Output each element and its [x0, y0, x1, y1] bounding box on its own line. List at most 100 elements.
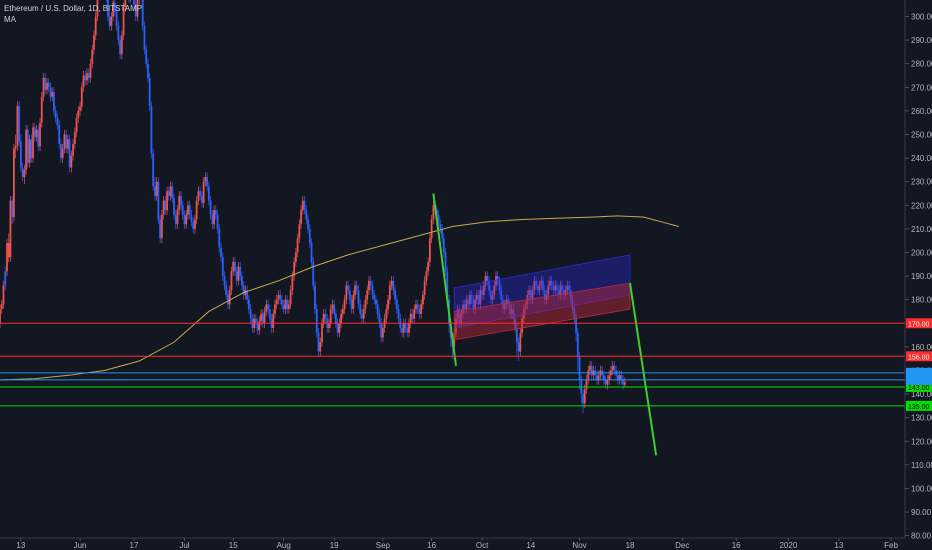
candle-body [543, 290, 546, 300]
candle-body [107, 0, 109, 17]
candle-body [173, 198, 175, 215]
candle-body [462, 304, 464, 314]
candle-body [394, 290, 396, 300]
candle-body [387, 299, 390, 310]
candle-body [362, 309, 365, 319]
candle-body [234, 261, 236, 272]
candle-body [171, 186, 174, 199]
time-tick-label: Nov [572, 541, 586, 550]
candle-body [202, 181, 205, 203]
candle-body [298, 224, 301, 239]
candle-body [418, 309, 421, 314]
candle-body [524, 304, 527, 310]
candle-body [361, 313, 363, 319]
candle-body [120, 35, 123, 55]
candle-body [108, 16, 111, 26]
candle-body [96, 0, 99, 17]
candle-body [474, 299, 477, 310]
candle-body [284, 299, 287, 310]
candle-body [390, 280, 393, 286]
candle-body [221, 257, 224, 277]
candle-body [223, 276, 226, 286]
time-tick-label: 13 [16, 541, 25, 550]
symbol-title[interactable]: Ethereum / U.S. Dollar, 1D, BITSTAMP [4, 4, 143, 13]
candle-body [164, 200, 167, 211]
candle-body [25, 129, 28, 170]
candle-body [47, 82, 50, 88]
candle-body [322, 313, 325, 324]
candle-body [256, 323, 259, 331]
candle-body [254, 318, 257, 324]
candle-body [371, 285, 374, 295]
candle-body [277, 294, 280, 300]
candle-body [590, 365, 593, 376]
candle-body [442, 238, 445, 253]
candle-body [571, 299, 574, 310]
price-badge [906, 381, 932, 392]
time-tick-label: Jun [74, 541, 87, 550]
candle-body [606, 379, 609, 385]
candle-body [7, 243, 10, 258]
time-axis[interactable]: 13 Jun 17 Jul 15 Aug 19 Sep 16 Oct 14 Nov 18 Dec 16 202… [16, 538, 899, 550]
price-tick-label: 110.00 [911, 461, 932, 470]
price-tick-label: 180.00 [911, 296, 932, 305]
overlays-layer [0, 193, 905, 456]
candle-body [305, 210, 308, 220]
candle-body [455, 318, 457, 333]
candle-body [430, 219, 433, 239]
candle-body [176, 210, 179, 225]
candle-body [209, 200, 212, 215]
candle-body [395, 299, 398, 310]
price-tick-label: 270.00 [911, 83, 932, 92]
candle-body [53, 92, 55, 111]
candle-body [185, 214, 188, 225]
candle-body [147, 63, 149, 78]
candle-body [228, 290, 231, 305]
candle-body [87, 73, 90, 78]
candle-body [538, 285, 541, 291]
candle-body [14, 146, 17, 149]
candle-body [319, 342, 322, 352]
candle-body [354, 285, 356, 295]
price-badge-label: 135.00 [908, 404, 930, 411]
price-tick-label: 290.00 [911, 36, 932, 45]
candle-body [411, 313, 414, 319]
candle-body [380, 323, 383, 338]
price-badge-label: 170.00 [908, 321, 930, 328]
price-tick-label: 250.00 [911, 131, 932, 140]
candle-body [512, 309, 515, 319]
candle-body [235, 271, 238, 281]
candle-body [49, 87, 52, 97]
candle-body [153, 186, 156, 196]
candle-body [33, 127, 36, 137]
candle-body [241, 276, 243, 286]
candle-body [554, 285, 557, 291]
candle-body [279, 294, 282, 300]
candle-body [291, 276, 294, 291]
candle-body [585, 379, 588, 390]
candle-body [441, 228, 443, 239]
candle-body [77, 110, 80, 118]
candle-body [272, 313, 275, 328]
candle-body [328, 323, 330, 328]
price-badge [906, 318, 932, 329]
price-tick-label: 190.00 [911, 272, 932, 281]
candle-body [467, 299, 470, 305]
candle-body [552, 285, 555, 291]
candle-body [582, 394, 584, 404]
candle-body [502, 299, 504, 310]
candle-body [336, 323, 339, 333]
candle-body [72, 143, 74, 156]
indicator-label[interactable]: MA [4, 15, 16, 24]
candle-body [503, 304, 506, 310]
candle-body [381, 327, 384, 338]
time-tick-label: 16 [427, 541, 436, 550]
candle-body [415, 304, 417, 310]
candle-body [13, 148, 15, 218]
candle-body [562, 290, 565, 295]
candle-body [576, 332, 579, 357]
candle-body [274, 304, 276, 314]
